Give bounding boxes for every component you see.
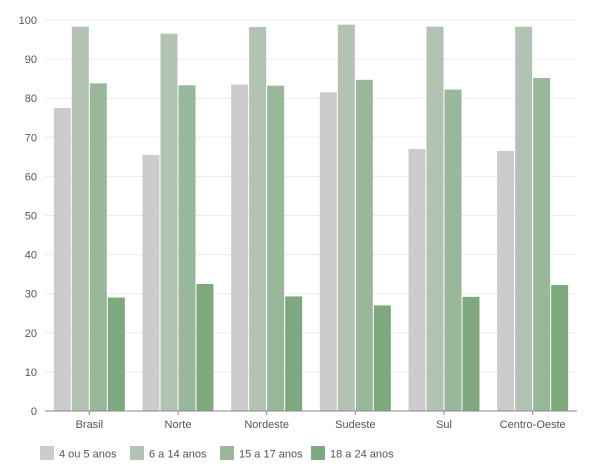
bar-15-a-17-anos-sul <box>444 89 462 412</box>
bar-6-a-14-anos-nordeste <box>249 27 267 412</box>
legend-item[interactable]: 15 a 17 anos <box>220 446 303 461</box>
legend-item[interactable]: 18 a 24 anos <box>311 446 394 461</box>
bar-18-a-24-anos-centro-oeste <box>551 285 569 411</box>
y-tick-label: 80 <box>25 93 37 105</box>
y-tick-label: 30 <box>25 289 37 301</box>
bar-4-ou-5-anos-sul <box>408 149 426 411</box>
gridlines <box>45 19 577 373</box>
y-axis-tick-labels: 0 10 20 30 40 50 60 70 80 90 100 <box>19 15 37 418</box>
bar-18-a-24-anos-brasil <box>107 297 125 411</box>
legend-label: 6 a 14 anos <box>149 449 207 461</box>
y-tick-label: 70 <box>25 132 37 144</box>
bar-18-a-24-anos-nordeste <box>285 296 303 411</box>
legend-item[interactable]: 6 a 14 anos <box>130 446 207 461</box>
bar-4-ou-5-anos-centro-oeste <box>497 150 515 412</box>
bar-6-a-14-anos-sudeste <box>337 24 355 412</box>
bar-18-a-24-anos-norte <box>196 283 214 411</box>
bar-6-a-14-anos-norte <box>160 33 178 412</box>
x-category-label: Sudeste <box>335 419 375 431</box>
legend-swatch <box>220 446 234 460</box>
bar-18-a-24-anos-sul <box>462 296 480 411</box>
bar-6-a-14-anos-centro-oeste <box>515 26 533 411</box>
y-tick-label: 100 <box>19 15 37 27</box>
x-category-label: Centro-Oeste <box>500 419 566 431</box>
bar-15-a-17-anos-nordeste <box>267 85 285 412</box>
bar-15-a-17-anos-brasil <box>89 83 107 411</box>
x-category-label: Sul <box>436 419 452 431</box>
bar-15-a-17-anos-centro-oeste <box>533 77 551 412</box>
x-category-label: Nordeste <box>244 419 289 431</box>
bar-15-a-17-anos-sudeste <box>355 79 373 411</box>
bar-4-ou-5-anos-brasil <box>53 107 71 411</box>
bar-6-a-14-anos-brasil <box>71 26 89 411</box>
bar-18-a-24-anos-sudeste <box>373 305 391 411</box>
legend[interactable]: 4 ou 5 anos 6 a 14 anos 15 a 17 anos 18 a 2… <box>40 446 394 461</box>
x-axis-category-labels: Brasil Norte Nordeste Sudeste Sul Centro-Oest… <box>76 411 566 431</box>
legend-label: 4 ou 5 anos <box>59 449 117 461</box>
bars <box>53 24 569 412</box>
legend-swatch <box>311 446 325 460</box>
y-tick-label: 60 <box>25 171 37 183</box>
bar-4-ou-5-anos-sudeste <box>319 92 337 412</box>
bar-6-a-14-anos-sul <box>426 26 444 411</box>
y-tick-label: 50 <box>25 211 37 223</box>
y-tick-label: 20 <box>25 328 37 340</box>
bar-15-a-17-anos-norte <box>178 85 196 411</box>
y-tick-label: 10 <box>25 367 37 379</box>
y-tick-label: 0 <box>31 406 37 418</box>
y-tick-label: 40 <box>25 250 37 262</box>
x-category-label: Brasil <box>76 419 104 431</box>
bar-4-ou-5-anos-nordeste <box>231 84 249 411</box>
legend-item[interactable]: 4 ou 5 anos <box>40 446 117 461</box>
legend-label: 15 a 17 anos <box>239 449 303 461</box>
legend-swatch <box>40 446 54 460</box>
legend-swatch <box>130 446 144 460</box>
bar-4-ou-5-anos-norte <box>142 154 160 411</box>
legend-label: 18 a 24 anos <box>330 449 394 461</box>
x-category-label: Norte <box>165 419 192 431</box>
y-tick-label: 90 <box>25 54 37 66</box>
